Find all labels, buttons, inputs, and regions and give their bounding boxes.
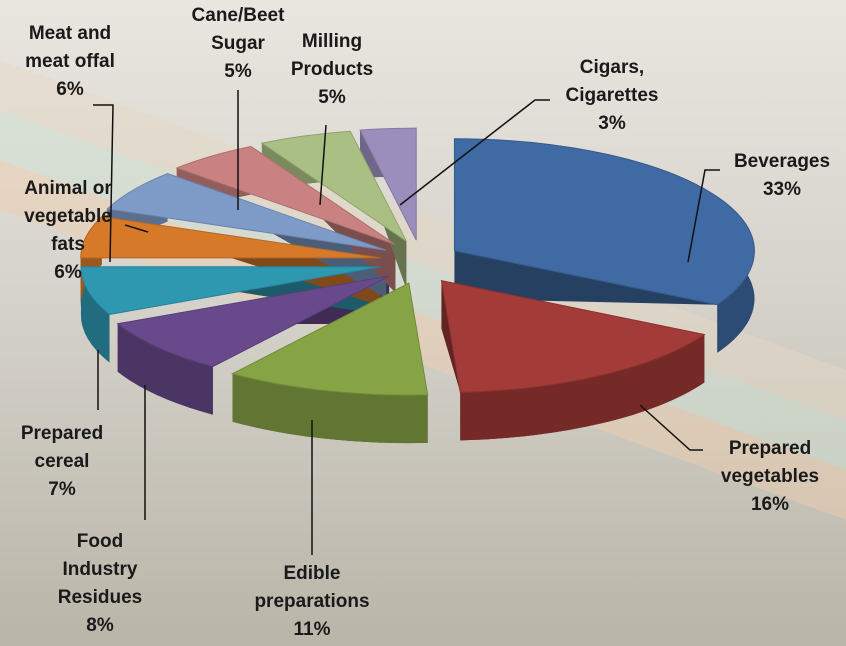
category-label: Animal or vegetable fats: [8, 175, 128, 259]
value-label: 6%: [8, 259, 128, 287]
category-label: Cigars, Cigarettes: [552, 54, 672, 110]
category-label: Prepared cereal: [12, 420, 112, 476]
category-label: Food Industry Residues: [50, 528, 150, 612]
category-label: Milling Products: [277, 28, 387, 84]
chart: Beverages33% Prepared vegetables16% Edible…: [0, 0, 846, 646]
category-label: Prepared vegetables: [710, 435, 830, 491]
value-label: 16%: [710, 491, 830, 519]
value-label: 8%: [50, 612, 150, 640]
category-label: Beverages: [717, 148, 846, 176]
category-label: Edible preparations: [247, 560, 377, 616]
value-label: 33%: [717, 176, 846, 204]
value-label: 6%: [5, 76, 135, 104]
value-label: 11%: [247, 616, 377, 644]
value-label: 5%: [277, 84, 387, 112]
value-label: 7%: [12, 476, 112, 504]
category-label: Meat and meat offal: [5, 20, 135, 76]
value-label: 3%: [552, 110, 672, 138]
